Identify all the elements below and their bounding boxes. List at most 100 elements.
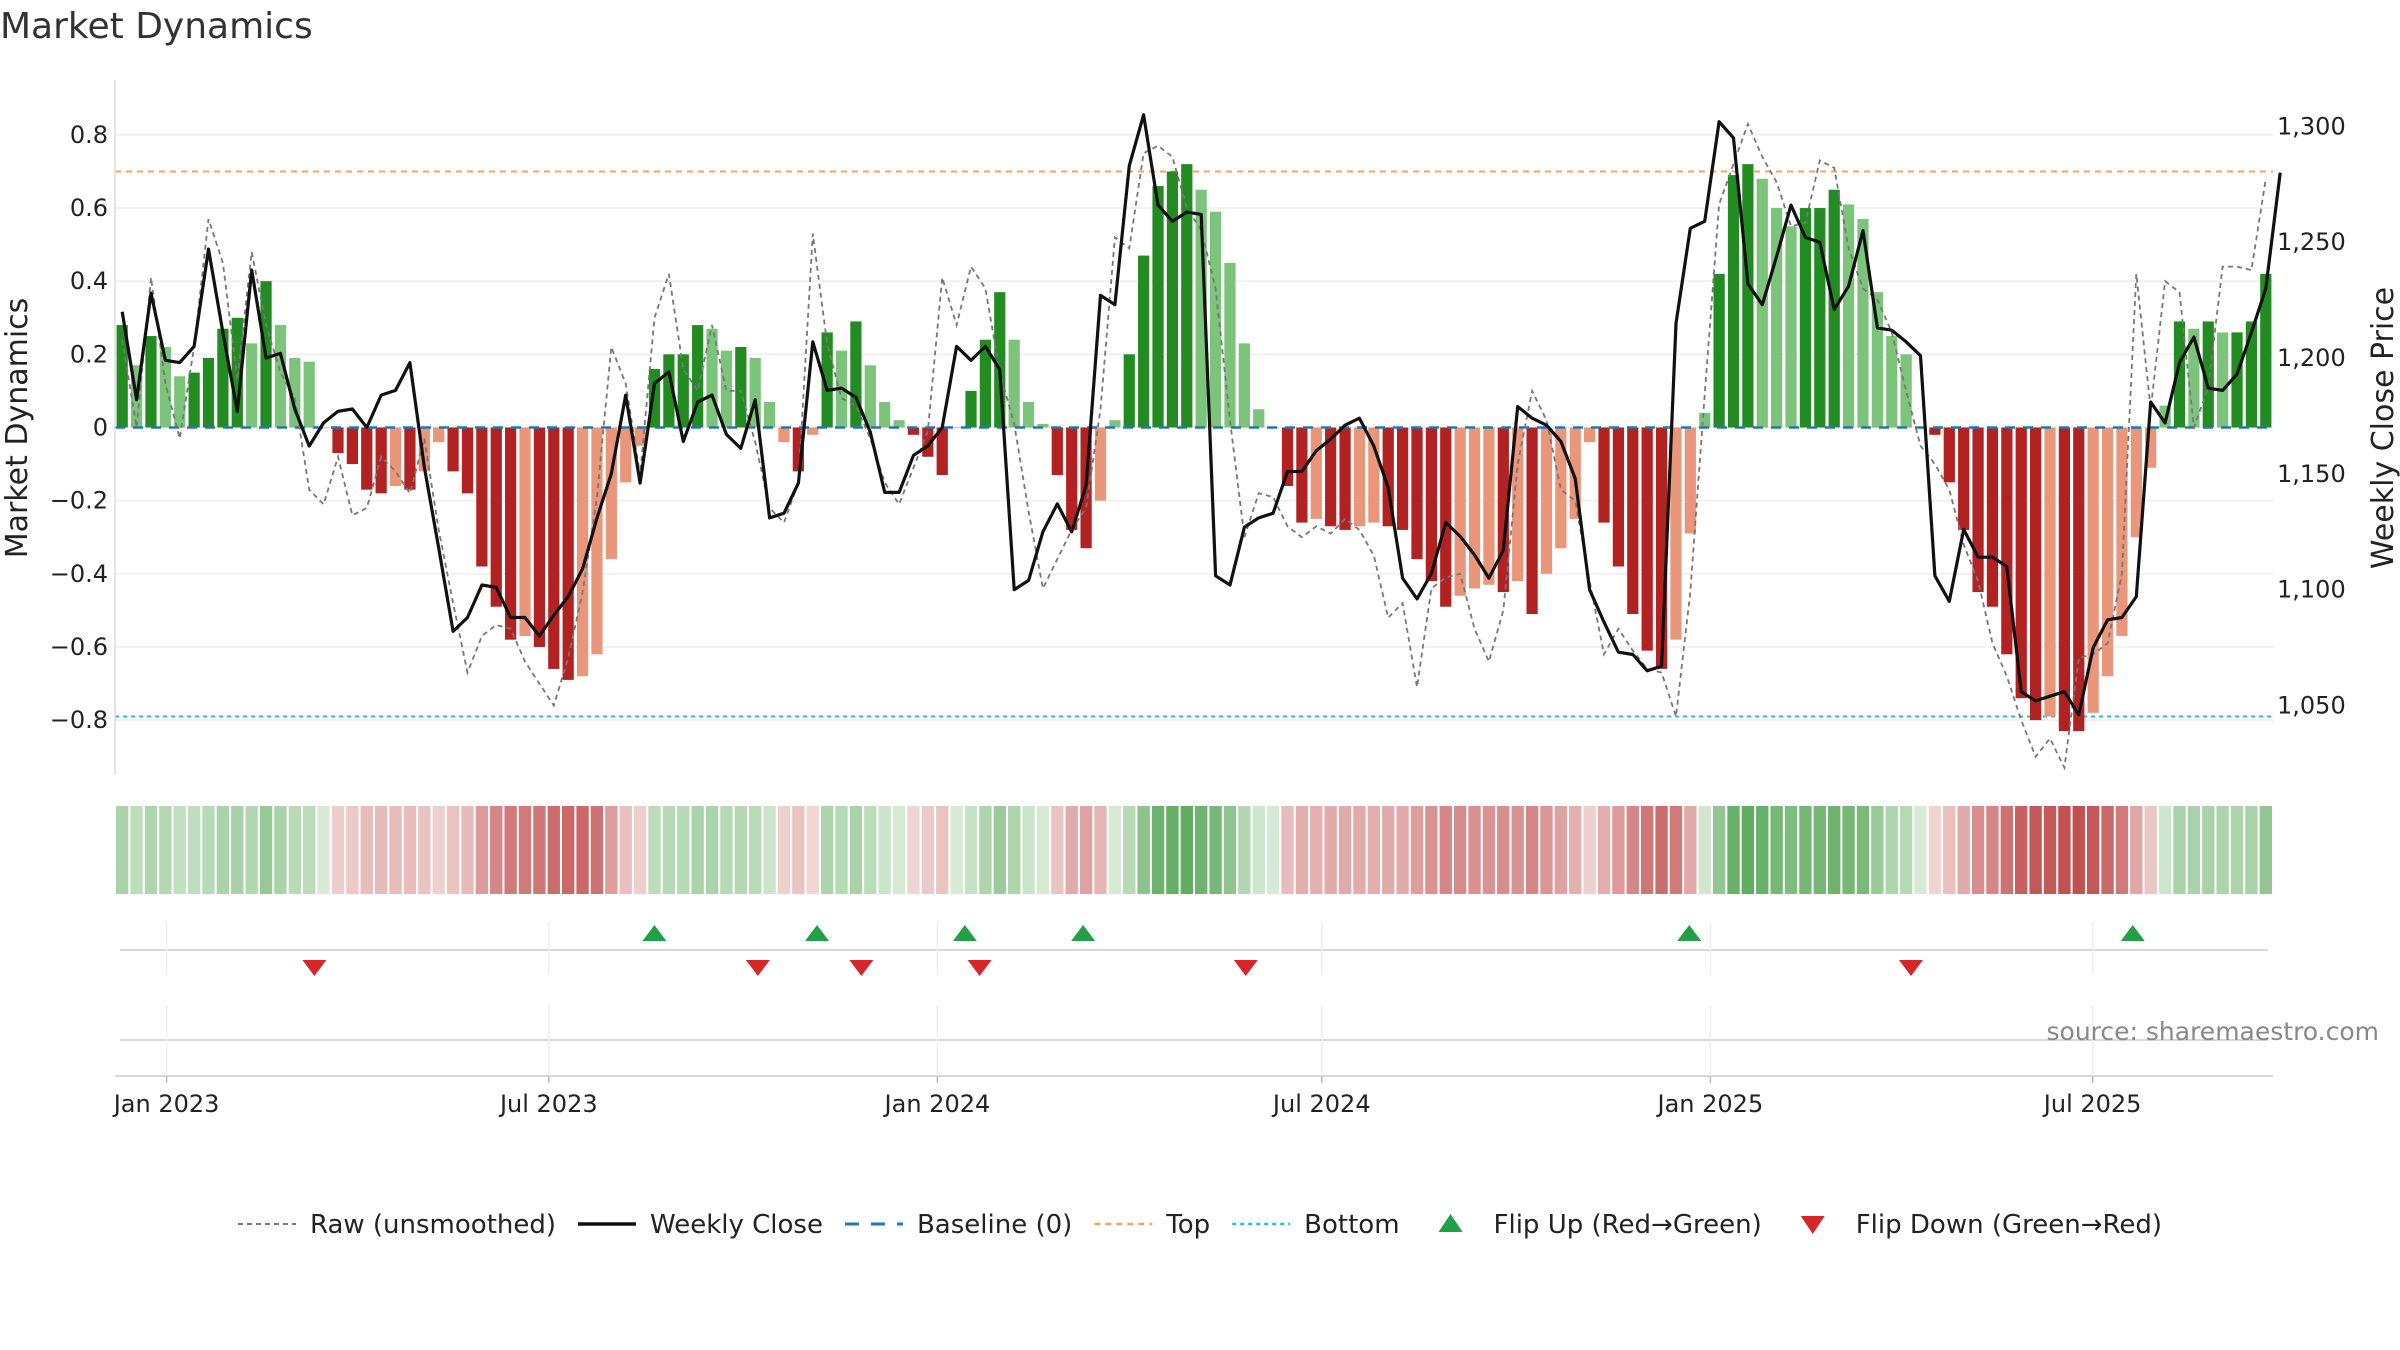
dynamics-bar xyxy=(821,332,833,428)
band-cell xyxy=(1022,806,1035,894)
dynamics-bars xyxy=(116,164,2272,732)
dynamics-bar xyxy=(188,372,200,428)
dynamics-bar xyxy=(1540,427,1553,574)
band-cell xyxy=(303,806,316,894)
dynamics-bar xyxy=(174,376,186,428)
band-cell xyxy=(1799,806,1812,894)
dynamics-bar xyxy=(1310,427,1322,519)
legend-item-flip_up: Flip Up (Red→Green) xyxy=(1438,1210,1762,1240)
dynamics-bar xyxy=(1008,339,1020,428)
flip-up-marker xyxy=(642,925,667,941)
band-cell xyxy=(691,806,704,894)
dynamics-bar xyxy=(1814,208,1826,428)
dynamics-bar xyxy=(1871,292,1883,428)
band-cell xyxy=(1871,806,1884,894)
dynamics-bar xyxy=(1296,427,1308,523)
dynamics-bar xyxy=(418,427,430,472)
band-cell xyxy=(1943,806,1956,894)
band-cell xyxy=(2058,806,2071,894)
dynamics-bar xyxy=(202,358,215,428)
dynamics-bar xyxy=(1641,427,1653,651)
legend-swatch xyxy=(1438,1214,1463,1232)
right-tick-label: 1,050 xyxy=(2277,692,2346,720)
dynamics-bar xyxy=(605,427,617,560)
left-tick-label: 0.8 xyxy=(70,121,108,149)
band-cell xyxy=(1986,806,1999,894)
dynamics-bar xyxy=(2073,427,2085,732)
dynamics-bar xyxy=(145,336,157,428)
dynamics-bar xyxy=(749,358,761,428)
dynamics-bar xyxy=(505,427,517,640)
dynamics-bar xyxy=(879,401,891,428)
band-cell xyxy=(993,806,1006,894)
flip-down-marker xyxy=(302,960,327,976)
band-cell xyxy=(1712,806,1726,894)
band-cell xyxy=(1180,806,1193,894)
band-cell xyxy=(1698,806,1711,894)
dynamics-bar xyxy=(1051,427,1063,476)
flip-up-marker xyxy=(952,925,977,941)
band-cell xyxy=(1856,806,1870,894)
band-cell xyxy=(1396,806,1409,894)
dynamics-bar xyxy=(1612,427,1625,567)
dynamics-bar xyxy=(404,427,416,490)
band-cell xyxy=(2086,806,2100,894)
legend-label: Flip Up (Red→Green) xyxy=(1494,1210,1762,1240)
dynamics-bar xyxy=(476,427,488,567)
dynamics-bar xyxy=(1986,427,1999,607)
dynamics-bar xyxy=(2217,332,2229,428)
band-cell xyxy=(1914,806,1927,894)
band-cell xyxy=(1813,806,1827,894)
dynamics-bar xyxy=(519,427,531,636)
band-cell xyxy=(1223,806,1237,894)
dynamics-bar xyxy=(2058,427,2071,732)
right-axis-label: Weekly Close Price xyxy=(2366,287,2400,569)
band-cell xyxy=(1540,806,1553,894)
band-cell xyxy=(187,806,201,894)
band-cell xyxy=(374,806,388,894)
dynamics-bar xyxy=(576,427,589,677)
dynamics-bar xyxy=(706,328,718,428)
dynamics-bar xyxy=(1195,189,1207,428)
right-tick-label: 1,200 xyxy=(2277,344,2346,372)
band-cell xyxy=(403,806,417,894)
band-cell xyxy=(849,806,863,894)
flip-up-marker xyxy=(805,925,830,941)
band-cell xyxy=(231,806,244,894)
band-cell xyxy=(1079,806,1093,894)
band-cell xyxy=(1612,806,1625,894)
right-tick-label: 1,100 xyxy=(2277,576,2346,604)
flip-down-marker xyxy=(849,960,874,976)
band-cell xyxy=(763,806,776,894)
band-cell xyxy=(130,806,143,894)
dynamics-bar xyxy=(1713,273,1725,428)
dynamics-bar xyxy=(447,427,459,472)
left-axis-label: Market Dynamics xyxy=(0,298,35,559)
dynamics-bar xyxy=(1958,427,1970,530)
x-tick-label: Jul 2024 xyxy=(1271,1090,1371,1118)
band-cell xyxy=(2259,806,2272,894)
legend-item-flip_down: Flip Down (Green→Red) xyxy=(1800,1210,2162,1240)
dynamics-bar xyxy=(1368,427,1380,523)
dynamics-bar xyxy=(461,427,474,494)
dynamics-bar xyxy=(677,354,689,428)
band-cell xyxy=(734,806,748,894)
dynamics-bar xyxy=(2087,427,2099,713)
dynamics-bar xyxy=(2202,321,2214,428)
legend-label: Raw (unsmoothed) xyxy=(310,1210,556,1240)
band-cell xyxy=(835,806,848,894)
dynamics-bar xyxy=(1468,427,1481,589)
legend-label: Bottom xyxy=(1304,1210,1399,1240)
band-cell xyxy=(1367,806,1381,894)
dynamics-bar xyxy=(1454,427,1466,596)
legend-item-bottom: Bottom xyxy=(1232,1210,1400,1240)
band-cell xyxy=(2015,806,2028,894)
legend-label: Flip Down (Green→Red) xyxy=(1856,1210,2162,1240)
dynamics-bar xyxy=(1526,427,1538,615)
dynamics-bar xyxy=(1771,208,1783,428)
left-tick-label: −0.2 xyxy=(50,487,108,515)
legend-item-top: Top xyxy=(1094,1210,1210,1240)
dynamics-bar xyxy=(2260,273,2272,428)
dynamics-bar xyxy=(1886,336,1898,428)
dynamics-bar xyxy=(2130,427,2142,538)
